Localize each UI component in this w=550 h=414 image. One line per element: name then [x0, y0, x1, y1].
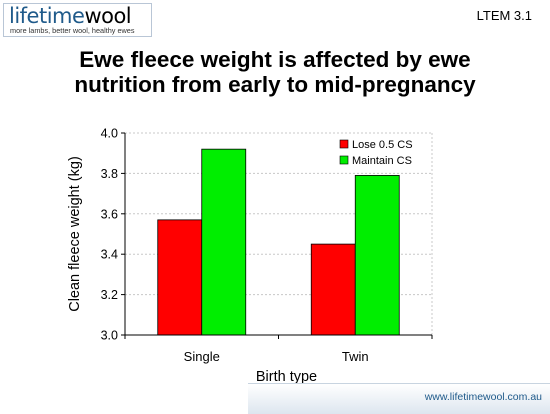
- x-axis-label: Birth type: [256, 369, 317, 385]
- y-tick-label: 3.0: [101, 329, 118, 343]
- legend-label-lose: Lose 0.5 CS: [352, 139, 413, 151]
- logo-wordmark: lifetimewool: [9, 4, 132, 28]
- y-axis-label: Clean fleece weight (kg): [67, 156, 83, 312]
- legend-swatch-maintain: [339, 155, 349, 165]
- title-line-2: nutrition from early to mid-pregnancy: [74, 72, 476, 97]
- logo-part1: lifetime: [9, 4, 85, 28]
- x-tick-label: Twin: [342, 349, 369, 364]
- footer-bar: www.lifetimewool.com.au: [248, 383, 550, 414]
- y-tick-label: 3.2: [101, 288, 118, 302]
- legend-label-maintain: Maintain CS: [352, 155, 412, 167]
- logo: lifetimewool more lambs, better wool, he…: [3, 3, 152, 37]
- title-line-1: Ewe fleece weight is affected by ewe: [79, 47, 471, 72]
- y-tick-label: 4.0: [101, 127, 118, 141]
- y-tick-label: 3.8: [101, 167, 118, 181]
- slide-code: LTEM 3.1: [476, 8, 532, 23]
- y-tick-label: 3.4: [101, 248, 118, 262]
- page-title: Ewe fleece weight is affected by ewe nut…: [0, 47, 550, 97]
- x-tick-label: Single: [184, 349, 220, 364]
- logo-tagline: more lambs, better wool, healthy ewes: [10, 26, 135, 35]
- bar-single-maintain: [201, 148, 247, 336]
- y-tick-label: 3.6: [101, 207, 118, 221]
- legend-swatch-lose: [339, 139, 349, 149]
- bar-twin-lose: [310, 243, 356, 336]
- logo-part2: wool: [84, 4, 132, 28]
- footer-url: www.lifetimewool.com.au: [424, 391, 542, 403]
- bar-single-lose: [157, 219, 203, 336]
- bar-twin-maintain: [354, 175, 400, 336]
